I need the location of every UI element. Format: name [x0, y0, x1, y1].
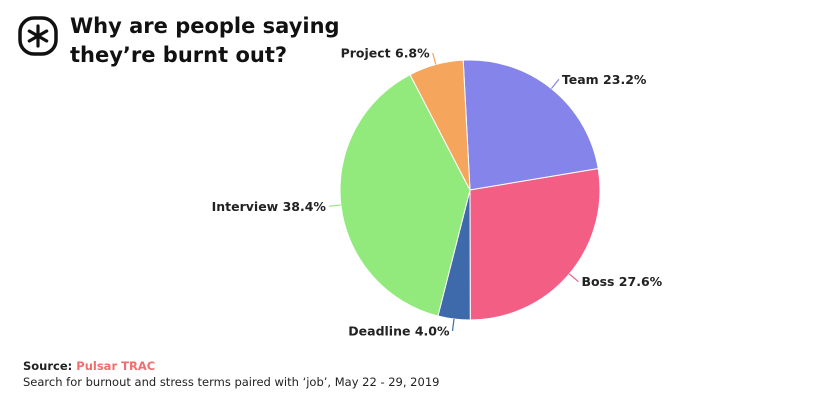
pie-label-project: Project 6.8% [341, 45, 431, 60]
pie-leader-boss [568, 273, 579, 283]
title-line-1: Why are people saying [70, 14, 340, 38]
pie-leader-lines [328, 52, 579, 331]
chart-title: Why are people saying they’re burnt out? [70, 12, 370, 70]
pie-labels: Team 23.2% Boss 27.6% Deadline 4.0% Intervi… [212, 45, 663, 338]
pie-leader-interview [328, 204, 341, 207]
pie-label-deadline: Deadline 4.0% [348, 323, 450, 338]
chart-footer: Source: Pulsar TRAC Search for burnout a… [23, 358, 439, 390]
pie-label-team: Team 23.2% [562, 72, 647, 87]
source-link[interactable]: Pulsar TRAC [76, 359, 156, 373]
pie-label-boss: Boss 27.6% [581, 274, 662, 289]
source-note: Search for burnout and stress terms pair… [23, 375, 440, 389]
pie-slice-interview [339, 73, 471, 317]
pie-slice-boss [469, 168, 601, 321]
source-label: Source: [23, 359, 73, 373]
pie-slices [339, 59, 601, 321]
pie-leader-team [550, 78, 560, 90]
title-line-2: they’re burnt out? [70, 43, 288, 67]
asterisk-logo-icon [18, 16, 58, 56]
pie-leader-project [432, 52, 437, 65]
pie-slice-project [409, 59, 471, 191]
pie-leader-deadline [451, 318, 455, 331]
pie-label-interview: Interview 38.4% [212, 199, 327, 214]
source-line: Source: Pulsar TRAC [23, 358, 439, 374]
